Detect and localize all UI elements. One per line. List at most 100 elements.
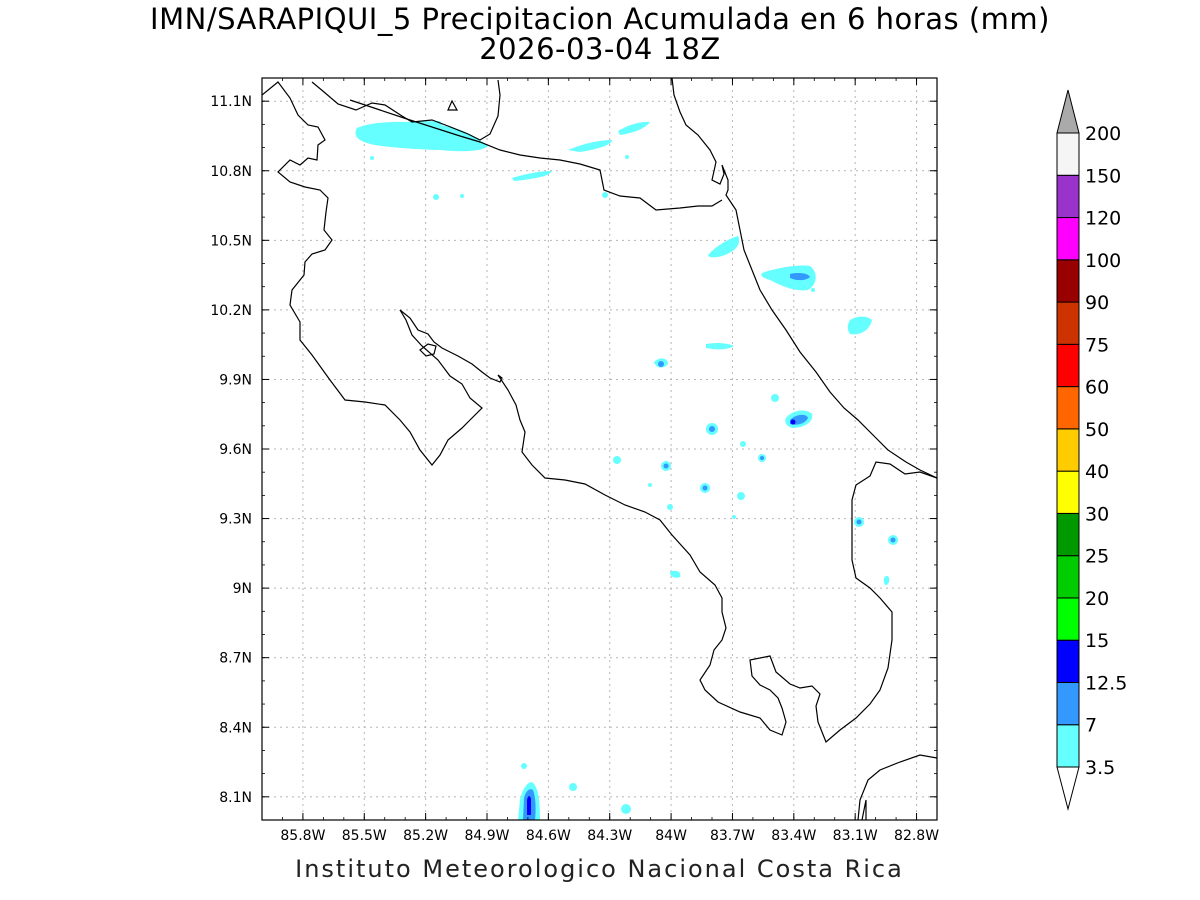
- colorbar-segment: [1056, 428, 1080, 472]
- precip-area-ne-east: [618, 121, 650, 135]
- colorbar-segment: [1056, 555, 1080, 599]
- panama-coast: [857, 754, 937, 820]
- colorbar-segment: [1056, 724, 1080, 768]
- x-tick-label: 82.8W: [894, 828, 939, 844]
- coastlines-and-borders: [262, 78, 937, 820]
- pacific-coast-north: [262, 81, 483, 466]
- colorbar-segment: [1056, 512, 1080, 557]
- precip-area-small-4-core: [760, 456, 764, 460]
- precip-area-nw-east: [568, 140, 612, 152]
- north-border: [349, 99, 723, 211]
- colorbar-label: 150: [1085, 165, 1121, 187]
- y-tick-label: 9.6N: [219, 442, 252, 458]
- precip-area-small-16: [370, 156, 374, 160]
- precip-area-south-2: [521, 763, 527, 769]
- precip-area-small-15: [670, 570, 681, 578]
- graticule: [262, 78, 937, 820]
- colorbar-label: 200: [1085, 123, 1121, 145]
- x-tick-label: 83.1W: [833, 828, 878, 844]
- colorbar-label: 25: [1085, 546, 1109, 568]
- colorbar-segment: [1056, 132, 1080, 176]
- colorbar-label: 50: [1085, 419, 1109, 441]
- x-tick-label: 84W: [655, 828, 687, 844]
- precip-area-south-3: [569, 783, 577, 791]
- precip-area-caribbean-2-core: [790, 273, 810, 281]
- map-valid-time: 2026-03-04 18Z: [479, 32, 721, 66]
- x-tick-label: 84.3W: [587, 828, 632, 844]
- colorbar-label: 40: [1085, 461, 1109, 483]
- precip-area-caribbean-2: [761, 265, 816, 291]
- x-tick-label: 83.4W: [771, 828, 816, 844]
- y-tick-label: 8.7N: [219, 651, 252, 667]
- colorbar-segment: [1056, 681, 1080, 726]
- colorbar-label: 90: [1085, 292, 1109, 314]
- precip-area-small-18: [602, 192, 608, 198]
- precipitation-field: [355, 121, 898, 820]
- y-tick-label: 9N: [233, 581, 252, 597]
- colorbar-label: 120: [1085, 208, 1121, 230]
- precip-area-small-3-core: [663, 463, 669, 469]
- precip-area-central-2-core: [658, 361, 664, 367]
- y-tick-label: 9.9N: [219, 372, 252, 388]
- y-tick-label: 9.3N: [219, 512, 252, 528]
- colorbar-segment: [1056, 597, 1080, 641]
- precip-area-central-1: [706, 342, 734, 350]
- burica-peninsula: [861, 799, 867, 820]
- precip-area-small-20: [811, 288, 815, 292]
- colorbar-segment: [1056, 259, 1080, 303]
- colorbar-label: 20: [1085, 588, 1109, 610]
- x-tick-label: 85.2W: [403, 828, 448, 844]
- nicoya-island: [419, 343, 437, 357]
- lake-nicaragua-shore: [311, 79, 501, 141]
- precip-area-south-1-max: [527, 796, 531, 815]
- map-title: IMN/SARAPIQUI_5 Precipitacion Acumulada …: [150, 2, 1050, 36]
- precip-area-small-2-core: [709, 426, 715, 432]
- precip-area-small-1: [771, 394, 779, 402]
- x-tick-label: 84.9W: [464, 828, 509, 844]
- caribbean-coast: [671, 78, 937, 479]
- colorbar-label: 15: [1085, 630, 1109, 652]
- colorbar-label: 7: [1085, 715, 1097, 737]
- precip-area-small-6: [613, 456, 621, 464]
- colorbar-label: 100: [1085, 250, 1121, 272]
- y-tick-label: 11.1N: [210, 94, 252, 110]
- map-axis-ticks: 85.8W 85.5W 85.2W 84.9W 84.6W 84.3W 84W 83.7W 83…: [210, 77, 939, 844]
- colorbar-label: 75: [1085, 334, 1109, 356]
- colorbar-label: 30: [1085, 503, 1109, 525]
- x-tick-label: 84.6W: [526, 828, 571, 844]
- pacific-coast-central: [399, 309, 937, 744]
- x-tick-label: 83.7W: [710, 828, 755, 844]
- credit-footer: Instituto Meteorologico Nacional Costa R…: [295, 855, 904, 883]
- colorbar-upper-triangle: [1056, 89, 1080, 134]
- precip-area-caribbean-1: [708, 236, 740, 258]
- precip-area-small-17: [433, 194, 439, 200]
- y-tick-label: 8.4N: [219, 720, 252, 736]
- colorbar-segment: [1056, 639, 1080, 683]
- precip-area-small-7-core: [702, 485, 708, 491]
- colorbar-segment: [1056, 343, 1080, 388]
- x-tick-label: 85.8W: [280, 828, 325, 844]
- precip-area-small-12-core: [856, 519, 862, 525]
- precip-area-small-8: [737, 492, 745, 500]
- colorbar-segment: [1056, 217, 1080, 261]
- precip-area-caribbean-4-max: [790, 419, 796, 425]
- y-tick-label: 10.5N: [210, 233, 252, 249]
- precip-area-caribbean-3: [847, 316, 872, 335]
- precip-area-small-19: [625, 155, 629, 159]
- colorbar-label: 12.5: [1085, 672, 1127, 694]
- lake-island: [447, 99, 459, 111]
- y-tick-label: 10.2N: [210, 303, 252, 319]
- colorbar-lower-triangle: [1056, 766, 1080, 811]
- colorbar-label: 3.5: [1085, 757, 1115, 779]
- precip-area-small-5: [740, 441, 746, 447]
- colorbar-segment: [1056, 301, 1080, 345]
- precip-area-small-10: [648, 483, 652, 487]
- y-tick-label: 10.8N: [210, 164, 252, 180]
- colorbar-segment: [1056, 386, 1080, 430]
- precip-area-small-21: [460, 194, 464, 198]
- colorbar: 3.5 7 12.5 15 20 25 30 40 50 60 75 90 100 120 150 200: [1056, 89, 1127, 811]
- precip-area-small-13-core: [890, 537, 896, 543]
- y-tick-label: 8.1N: [219, 790, 252, 806]
- colorbar-label: 60: [1085, 377, 1109, 399]
